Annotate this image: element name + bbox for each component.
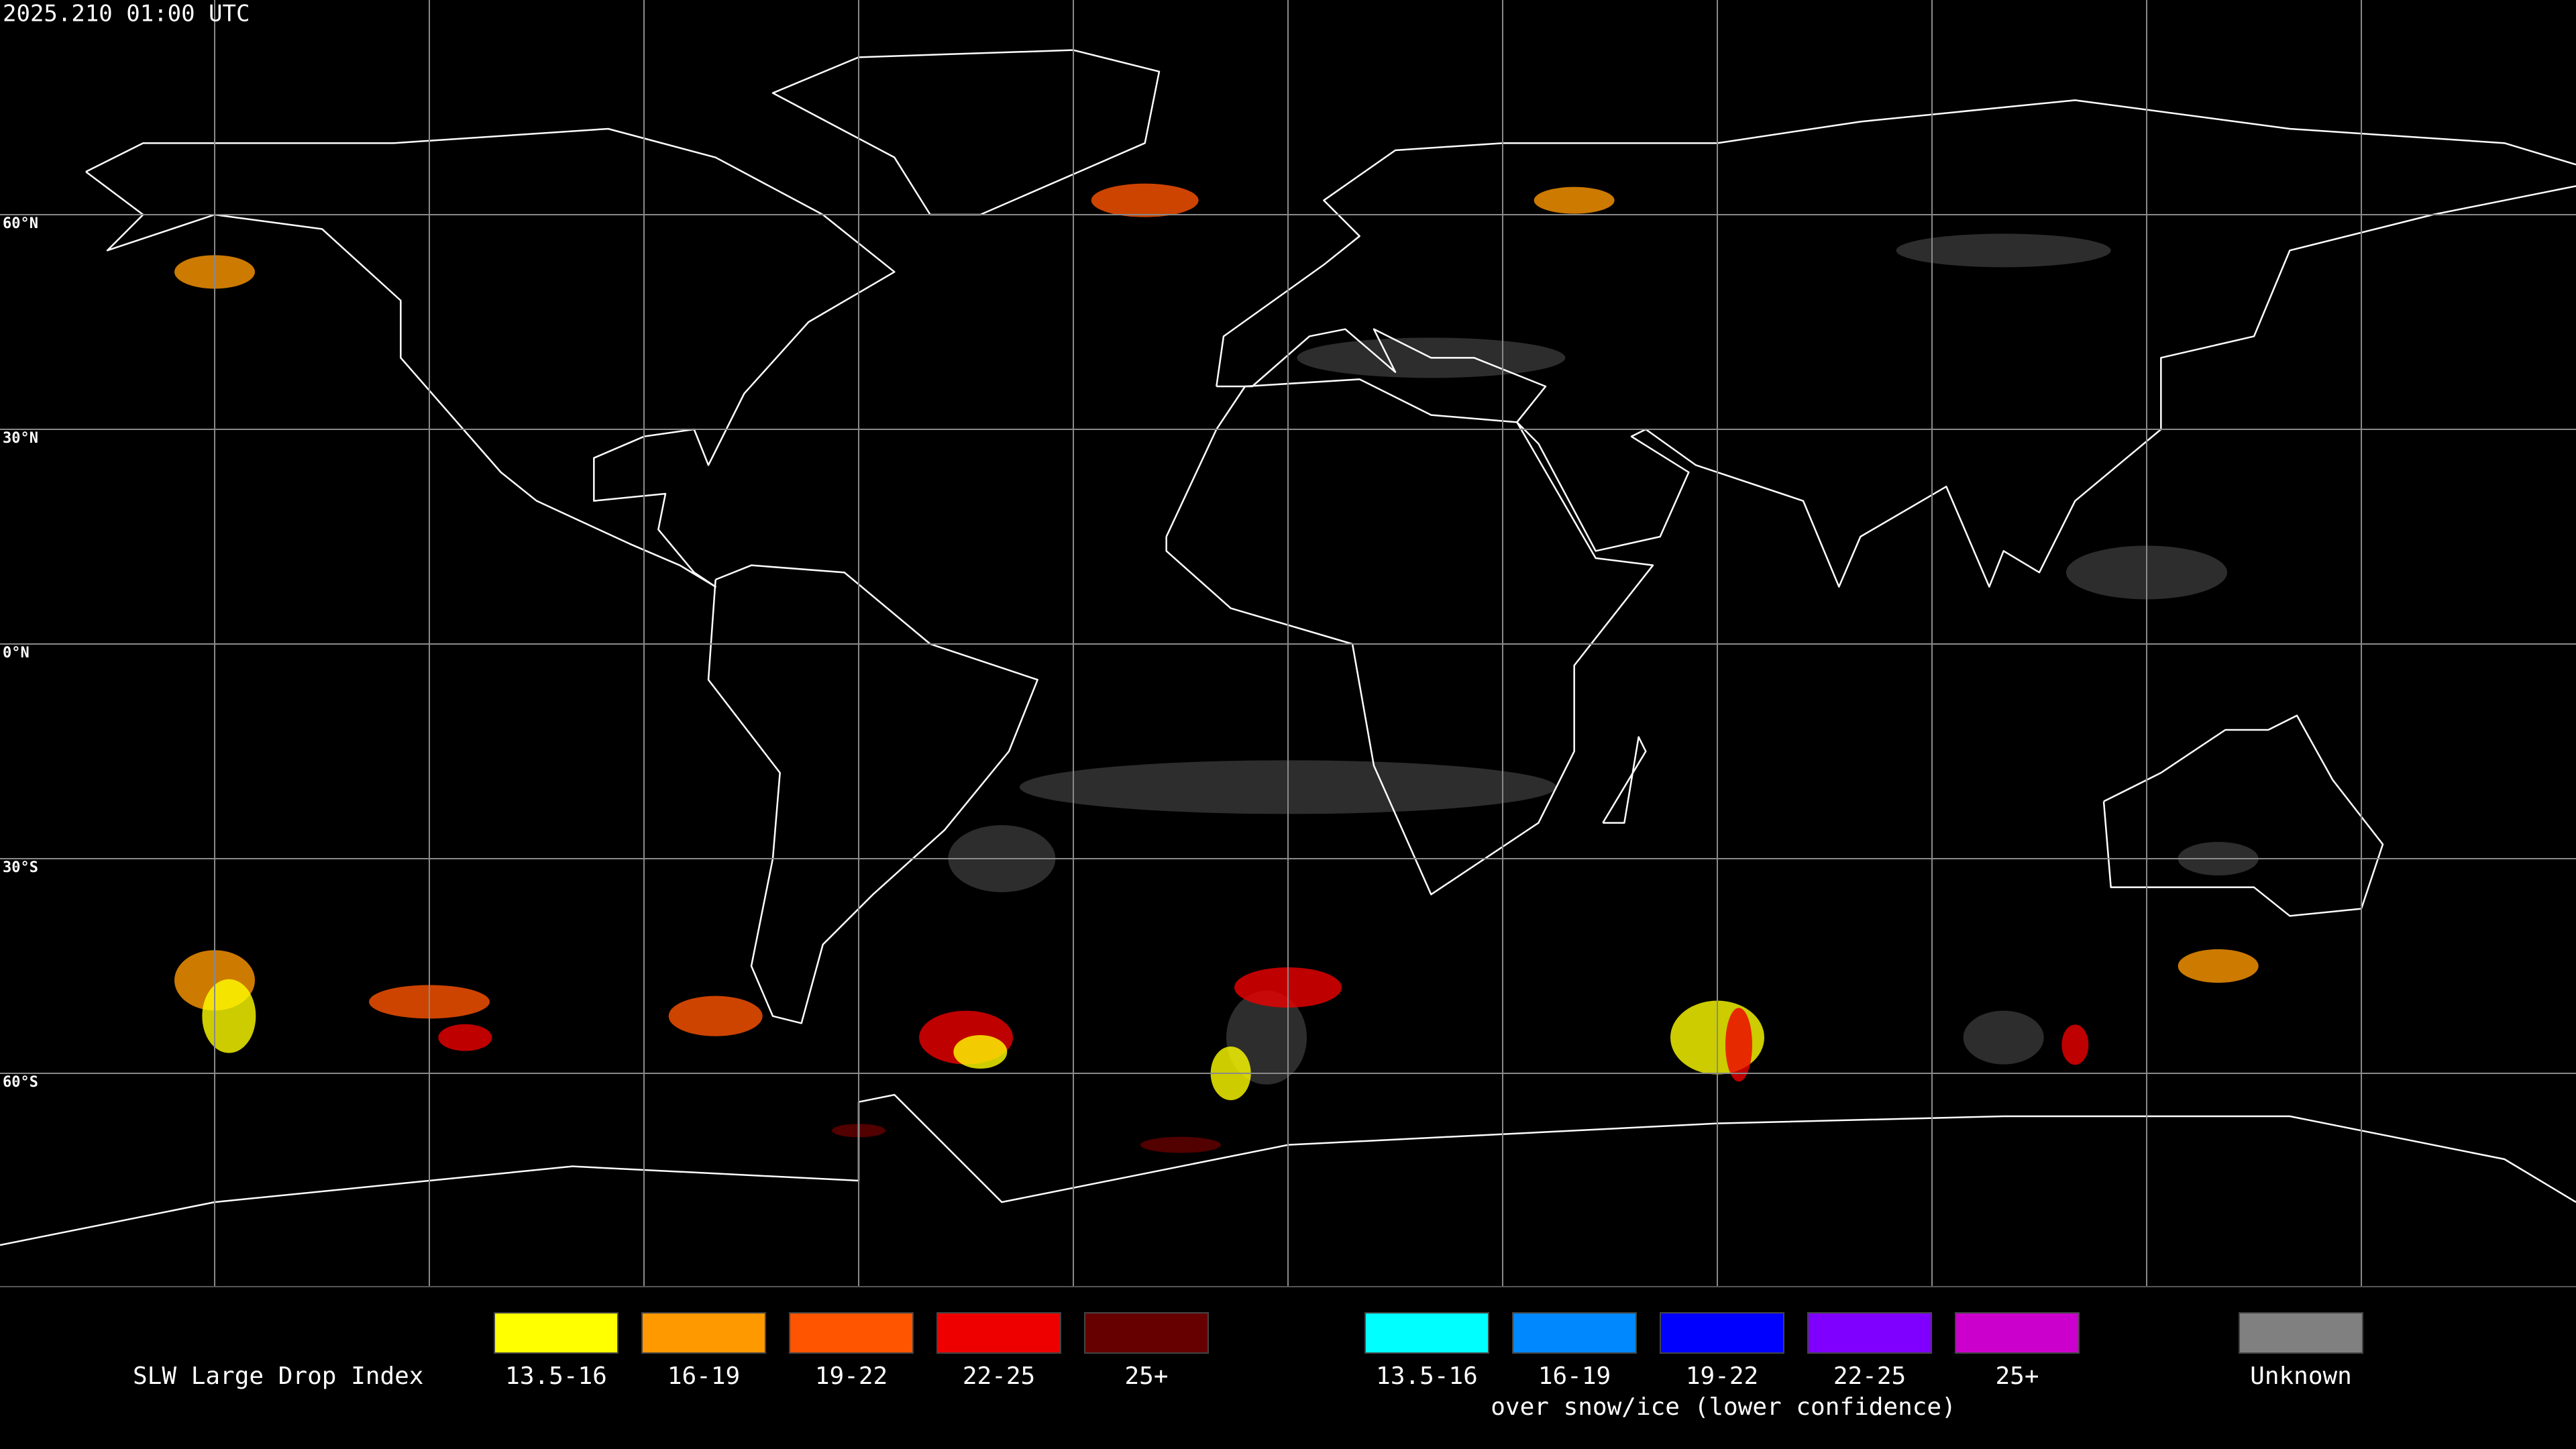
legend-swatch [1084,1312,1209,1354]
coastline [1216,99,2576,387]
legend-label: 19-22 [815,1362,888,1390]
legend-label: 25+ [1995,1362,2039,1390]
cloud-patch [1963,1010,2044,1065]
legend-swatch [1512,1312,1637,1354]
cloud-patch [438,1024,492,1051]
legend-swatch [936,1312,1061,1354]
latitude-label: 30°S [3,859,38,876]
cloud-patch [202,979,256,1053]
legend-swatch [1955,1312,2080,1354]
legend-label: 22-25 [1833,1362,1906,1390]
legend-label: 13.5-16 [1376,1362,1478,1390]
legend-label: 19-22 [1686,1362,1758,1390]
latitude-label: 60°S [3,1074,38,1091]
latitude-label: 30°N [3,430,38,447]
coastline [1165,378,1654,896]
latitude-label: 60°N [3,215,38,232]
legend-swatch [641,1312,766,1354]
cloud-patch [1896,233,2111,268]
coastline [1602,736,1647,824]
legend-label: 16-19 [1538,1362,1611,1390]
cloud-patch [953,1035,1008,1069]
cloud-patch [2061,1024,2089,1065]
latitude-label: 0°N [3,645,30,661]
snow-note: over snow/ice (lower confidence) [1491,1393,1956,1421]
legend-swatch [2239,1312,2363,1354]
coastline [2102,714,2384,917]
coastline [0,1093,2576,1246]
legend-swatch [1660,1312,1784,1354]
legend-label: 22-25 [963,1362,1035,1390]
legend-swatch [789,1312,914,1354]
legend-swatch [1807,1312,1932,1354]
legend-label: 25+ [1124,1362,1168,1390]
legend-label: 16-19 [667,1362,740,1390]
cloud-patch [1140,1136,1221,1153]
cloud-patch [1091,183,1199,217]
legend-swatch [494,1312,619,1354]
timestamp: 2025.210 01:00 UTC [3,1,250,28]
cloud-patch [668,996,763,1036]
legend-swatch [1364,1312,1489,1354]
cloud-patch [1534,186,1615,214]
legend-title: SLW Large Drop Index [133,1362,423,1390]
cloud-patch [2178,949,2259,983]
legend-label: 13.5-16 [505,1362,607,1390]
coastline [85,127,896,588]
graticule [0,0,2576,1287]
legend-label: Unknown [2250,1362,2352,1390]
cloud-patch [1725,1008,1752,1082]
coastline [707,564,1038,1024]
